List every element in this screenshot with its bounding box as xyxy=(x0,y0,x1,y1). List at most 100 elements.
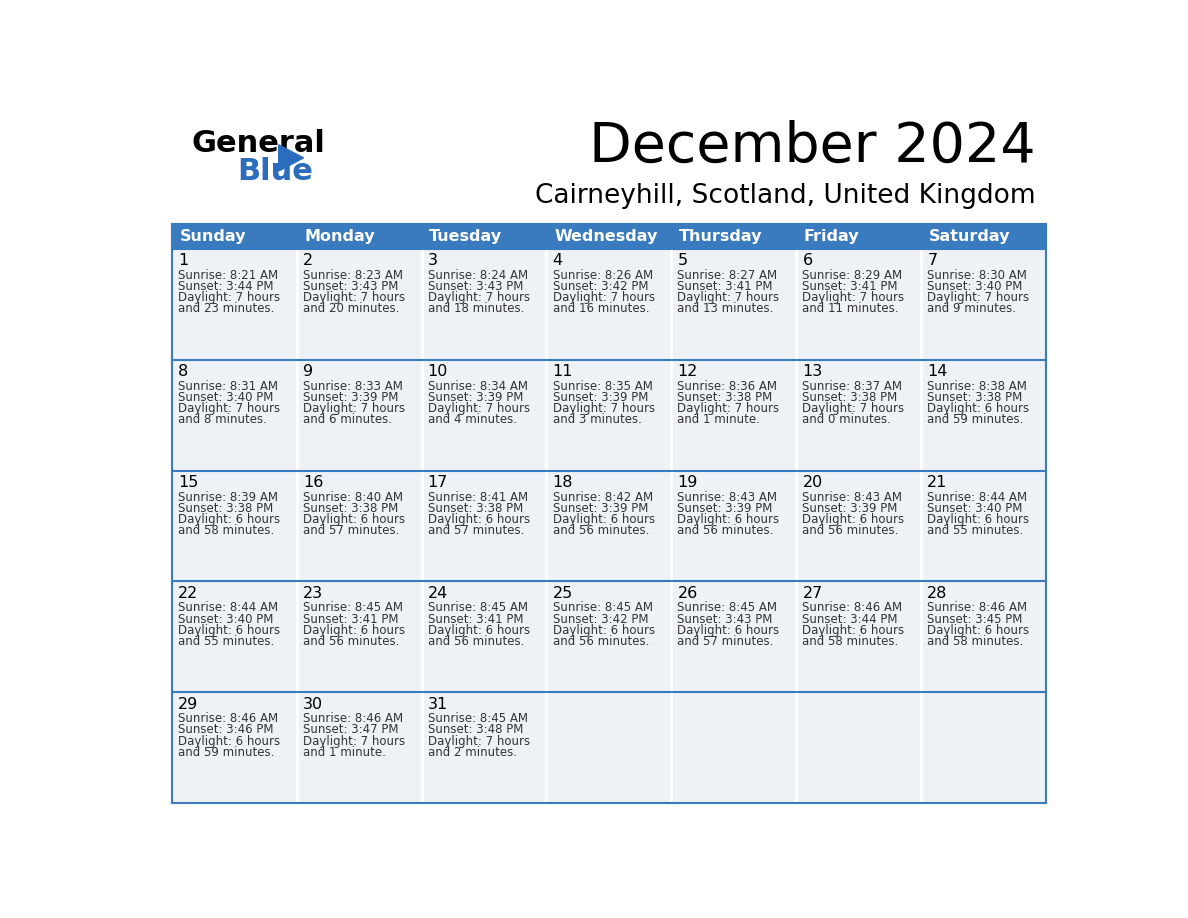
Text: Sunset: 3:41 PM: Sunset: 3:41 PM xyxy=(303,612,398,625)
Text: 25: 25 xyxy=(552,586,573,601)
Text: and 3 minutes.: and 3 minutes. xyxy=(552,413,642,426)
Text: and 16 minutes.: and 16 minutes. xyxy=(552,302,649,315)
Text: and 2 minutes.: and 2 minutes. xyxy=(428,745,517,759)
Text: Sunset: 3:45 PM: Sunset: 3:45 PM xyxy=(928,612,1023,625)
Bar xyxy=(546,692,671,803)
Text: Sunset: 3:43 PM: Sunset: 3:43 PM xyxy=(428,280,523,293)
Bar xyxy=(796,692,921,803)
Text: Sunrise: 8:40 AM: Sunrise: 8:40 AM xyxy=(303,490,403,504)
Text: Sunset: 3:43 PM: Sunset: 3:43 PM xyxy=(303,280,398,293)
Text: Sunset: 3:41 PM: Sunset: 3:41 PM xyxy=(677,280,773,293)
Text: and 1 minute.: and 1 minute. xyxy=(677,413,760,426)
Text: Daylight: 6 hours: Daylight: 6 hours xyxy=(928,402,1029,415)
Text: Thursday: Thursday xyxy=(680,229,763,244)
Text: Daylight: 6 hours: Daylight: 6 hours xyxy=(178,734,280,747)
Text: Sunrise: 8:46 AM: Sunrise: 8:46 AM xyxy=(178,712,278,725)
Text: Sunrise: 8:39 AM: Sunrise: 8:39 AM xyxy=(178,490,278,504)
Bar xyxy=(796,581,921,692)
Text: Daylight: 7 hours: Daylight: 7 hours xyxy=(178,402,280,415)
Bar xyxy=(921,692,1045,803)
Text: Sunset: 3:48 PM: Sunset: 3:48 PM xyxy=(428,723,523,736)
Text: December 2024: December 2024 xyxy=(589,119,1036,174)
Text: 14: 14 xyxy=(928,364,948,379)
Bar xyxy=(172,581,297,692)
Text: Saturday: Saturday xyxy=(929,229,1010,244)
Text: 27: 27 xyxy=(802,586,822,601)
Text: Sunrise: 8:45 AM: Sunrise: 8:45 AM xyxy=(303,601,403,614)
Text: Sunrise: 8:44 AM: Sunrise: 8:44 AM xyxy=(178,601,278,614)
Text: Daylight: 7 hours: Daylight: 7 hours xyxy=(428,734,530,747)
Text: Sunset: 3:44 PM: Sunset: 3:44 PM xyxy=(802,612,898,625)
Text: 24: 24 xyxy=(428,586,448,601)
Text: General: General xyxy=(191,129,326,158)
Bar xyxy=(546,581,671,692)
Text: Sunset: 3:40 PM: Sunset: 3:40 PM xyxy=(928,280,1023,293)
Text: 7: 7 xyxy=(928,253,937,268)
Text: Sunset: 3:41 PM: Sunset: 3:41 PM xyxy=(428,612,523,625)
Bar xyxy=(422,471,546,581)
Text: and 1 minute.: and 1 minute. xyxy=(303,745,386,759)
Text: and 58 minutes.: and 58 minutes. xyxy=(802,635,898,648)
Text: 26: 26 xyxy=(677,586,697,601)
Text: and 55 minutes.: and 55 minutes. xyxy=(178,635,274,648)
Text: 19: 19 xyxy=(677,476,697,490)
Text: Daylight: 7 hours: Daylight: 7 hours xyxy=(303,402,405,415)
Text: 4: 4 xyxy=(552,253,563,268)
Bar xyxy=(422,360,546,471)
Text: Sunset: 3:47 PM: Sunset: 3:47 PM xyxy=(303,723,398,736)
Text: Sunrise: 8:27 AM: Sunrise: 8:27 AM xyxy=(677,269,778,282)
Text: 21: 21 xyxy=(928,476,948,490)
Bar xyxy=(546,249,671,360)
Text: Daylight: 7 hours: Daylight: 7 hours xyxy=(677,402,779,415)
Text: and 58 minutes.: and 58 minutes. xyxy=(178,524,274,537)
Text: Sunrise: 8:35 AM: Sunrise: 8:35 AM xyxy=(552,380,652,393)
Bar xyxy=(172,249,297,360)
Text: and 13 minutes.: and 13 minutes. xyxy=(677,302,773,315)
Text: and 55 minutes.: and 55 minutes. xyxy=(928,524,1024,537)
Text: Sunset: 3:38 PM: Sunset: 3:38 PM xyxy=(928,391,1023,404)
Text: Blue: Blue xyxy=(238,157,314,185)
Text: 9: 9 xyxy=(303,364,312,379)
Text: 3: 3 xyxy=(428,253,437,268)
Text: Sunrise: 8:46 AM: Sunrise: 8:46 AM xyxy=(928,601,1028,614)
Text: and 18 minutes.: and 18 minutes. xyxy=(428,302,524,315)
Text: 5: 5 xyxy=(677,253,688,268)
Bar xyxy=(671,360,796,471)
Text: Sunrise: 8:46 AM: Sunrise: 8:46 AM xyxy=(802,601,903,614)
Text: Sunrise: 8:45 AM: Sunrise: 8:45 AM xyxy=(677,601,777,614)
Bar xyxy=(796,249,921,360)
Bar xyxy=(422,249,546,360)
Text: Sunset: 3:40 PM: Sunset: 3:40 PM xyxy=(178,391,273,404)
Text: Daylight: 6 hours: Daylight: 6 hours xyxy=(428,623,530,637)
Text: Tuesday: Tuesday xyxy=(429,229,503,244)
Text: Friday: Friday xyxy=(804,229,860,244)
Text: Daylight: 7 hours: Daylight: 7 hours xyxy=(303,291,405,304)
Text: Sunrise: 8:29 AM: Sunrise: 8:29 AM xyxy=(802,269,903,282)
Bar xyxy=(921,581,1045,692)
Text: Sunrise: 8:21 AM: Sunrise: 8:21 AM xyxy=(178,269,278,282)
Text: and 57 minutes.: and 57 minutes. xyxy=(303,524,399,537)
Text: Sunrise: 8:30 AM: Sunrise: 8:30 AM xyxy=(928,269,1028,282)
Text: and 6 minutes.: and 6 minutes. xyxy=(303,413,392,426)
Text: Cairneyhill, Scotland, United Kingdom: Cairneyhill, Scotland, United Kingdom xyxy=(536,183,1036,208)
Text: Daylight: 7 hours: Daylight: 7 hours xyxy=(428,291,530,304)
Polygon shape xyxy=(279,145,303,171)
Text: and 11 minutes.: and 11 minutes. xyxy=(802,302,899,315)
Bar xyxy=(172,692,297,803)
Text: Sunrise: 8:43 AM: Sunrise: 8:43 AM xyxy=(677,490,777,504)
Text: Sunset: 3:40 PM: Sunset: 3:40 PM xyxy=(928,502,1023,515)
Text: Sunset: 3:42 PM: Sunset: 3:42 PM xyxy=(552,280,649,293)
Text: 16: 16 xyxy=(303,476,323,490)
Text: Daylight: 6 hours: Daylight: 6 hours xyxy=(178,513,280,526)
Text: 12: 12 xyxy=(677,364,697,379)
Text: Wednesday: Wednesday xyxy=(554,229,657,244)
Text: Sunset: 3:39 PM: Sunset: 3:39 PM xyxy=(303,391,398,404)
Text: Sunrise: 8:37 AM: Sunrise: 8:37 AM xyxy=(802,380,903,393)
Text: and 8 minutes.: and 8 minutes. xyxy=(178,413,267,426)
Text: and 56 minutes.: and 56 minutes. xyxy=(303,635,399,648)
Bar xyxy=(422,692,546,803)
Bar xyxy=(297,471,422,581)
Bar xyxy=(921,360,1045,471)
Text: Sunset: 3:39 PM: Sunset: 3:39 PM xyxy=(428,391,523,404)
Text: Sunset: 3:38 PM: Sunset: 3:38 PM xyxy=(677,391,772,404)
